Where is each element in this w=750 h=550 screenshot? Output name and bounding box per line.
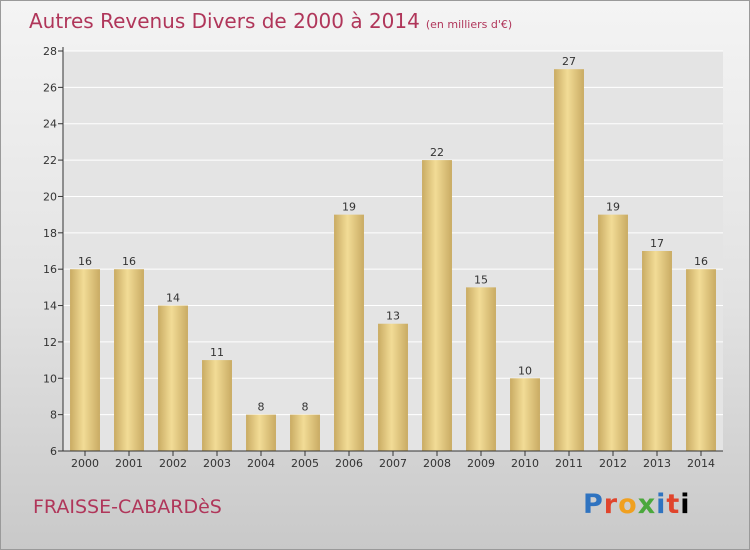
- bar-value-label: 14: [166, 292, 180, 305]
- y-tick-label: 8: [50, 409, 57, 422]
- bar-value-label: 13: [386, 310, 400, 323]
- bar: [598, 214, 628, 451]
- bar-value-label: 16: [78, 255, 92, 268]
- bar-value-label: 10: [518, 364, 532, 377]
- proxiti-logo: Proxiti: [583, 489, 691, 520]
- x-tick-label: 2009: [467, 457, 495, 470]
- x-tick-label: 2003: [203, 457, 231, 470]
- y-tick-label: 16: [43, 263, 57, 276]
- bar-value-label: 19: [342, 201, 356, 214]
- bar: [466, 287, 496, 451]
- x-tick-label: 2005: [291, 457, 319, 470]
- bar-value-label: 16: [694, 255, 708, 268]
- y-tick-label: 10: [43, 372, 57, 385]
- x-tick-label: 2006: [335, 457, 363, 470]
- bar: [510, 378, 540, 451]
- y-tick-label: 22: [43, 154, 57, 167]
- x-tick-label: 2010: [511, 457, 539, 470]
- x-tick-label: 2000: [71, 457, 99, 470]
- y-tick-label: 14: [43, 300, 57, 313]
- y-tick-label: 20: [43, 190, 57, 203]
- x-tick-label: 2012: [599, 457, 627, 470]
- chart-subtitle: (en milliers d'€): [425, 18, 513, 31]
- bar: [422, 160, 452, 451]
- bar-value-label: 11: [210, 346, 224, 359]
- x-tick-label: 2014: [687, 457, 715, 470]
- x-tick-label: 2008: [423, 457, 451, 470]
- bar: [290, 414, 320, 451]
- bar: [686, 269, 716, 451]
- x-tick-label: 2001: [115, 457, 143, 470]
- bar: [642, 251, 672, 451]
- y-tick-label: 6: [50, 445, 57, 458]
- x-tick-label: 2013: [643, 457, 671, 470]
- bar-value-label: 8: [258, 401, 265, 414]
- y-tick-label: 28: [43, 45, 57, 58]
- bar: [70, 269, 100, 451]
- y-tick-label: 12: [43, 336, 57, 349]
- y-tick-label: 24: [43, 118, 57, 131]
- bar: [114, 269, 144, 451]
- bar-value-label: 15: [474, 273, 488, 286]
- bar: [246, 414, 276, 451]
- chart-title: Autres Revenus Divers de 2000 à 2014 (en …: [29, 9, 512, 33]
- bar-value-label: 22: [430, 146, 444, 159]
- bar-value-label: 19: [606, 201, 620, 214]
- bar: [554, 69, 584, 451]
- commune-name: FRAISSE-CABARDèS: [33, 496, 222, 518]
- bar: [158, 305, 188, 451]
- x-tick-label: 2007: [379, 457, 407, 470]
- bar: [202, 360, 232, 451]
- x-tick-label: 2004: [247, 457, 275, 470]
- bar-value-label: 16: [122, 255, 136, 268]
- chart-title-text: Autres Revenus Divers de 2000 à 2014: [29, 9, 420, 33]
- bar-value-label: 17: [650, 237, 664, 250]
- y-tick-label: 26: [43, 81, 57, 94]
- bar-value-label: 8: [302, 401, 309, 414]
- y-tick-label: 18: [43, 227, 57, 240]
- bar-value-label: 27: [562, 55, 576, 68]
- x-tick-label: 2011: [555, 457, 583, 470]
- bar: [378, 323, 408, 451]
- bar: [334, 214, 364, 451]
- x-tick-label: 2002: [159, 457, 187, 470]
